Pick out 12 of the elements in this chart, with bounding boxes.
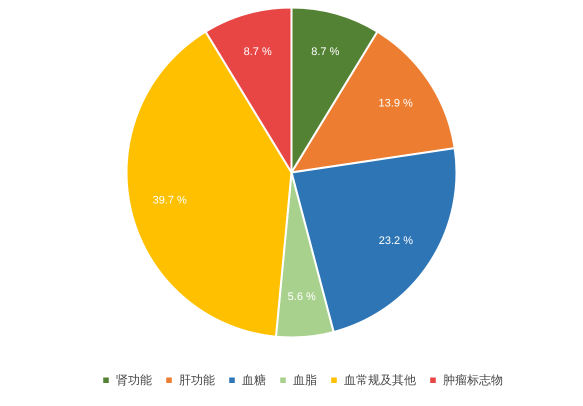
- legend-label: 肾功能: [116, 373, 152, 388]
- legend-label: 肝功能: [179, 373, 215, 388]
- data-label: 5.6 %: [288, 291, 316, 304]
- data-label: 13.9 %: [378, 97, 414, 110]
- legend-label: 肿瘤标志物: [443, 373, 503, 388]
- data-label: 23.2 %: [378, 235, 414, 248]
- data-label: 8.7 %: [244, 46, 272, 58]
- legend-label: 血常规及其他: [344, 373, 416, 388]
- data-label: 39.7 %: [152, 194, 188, 207]
- legend-label: 血糖: [242, 373, 266, 388]
- legend-label: 血脂: [293, 373, 317, 388]
- data-label: 8.7 %: [311, 46, 340, 58]
